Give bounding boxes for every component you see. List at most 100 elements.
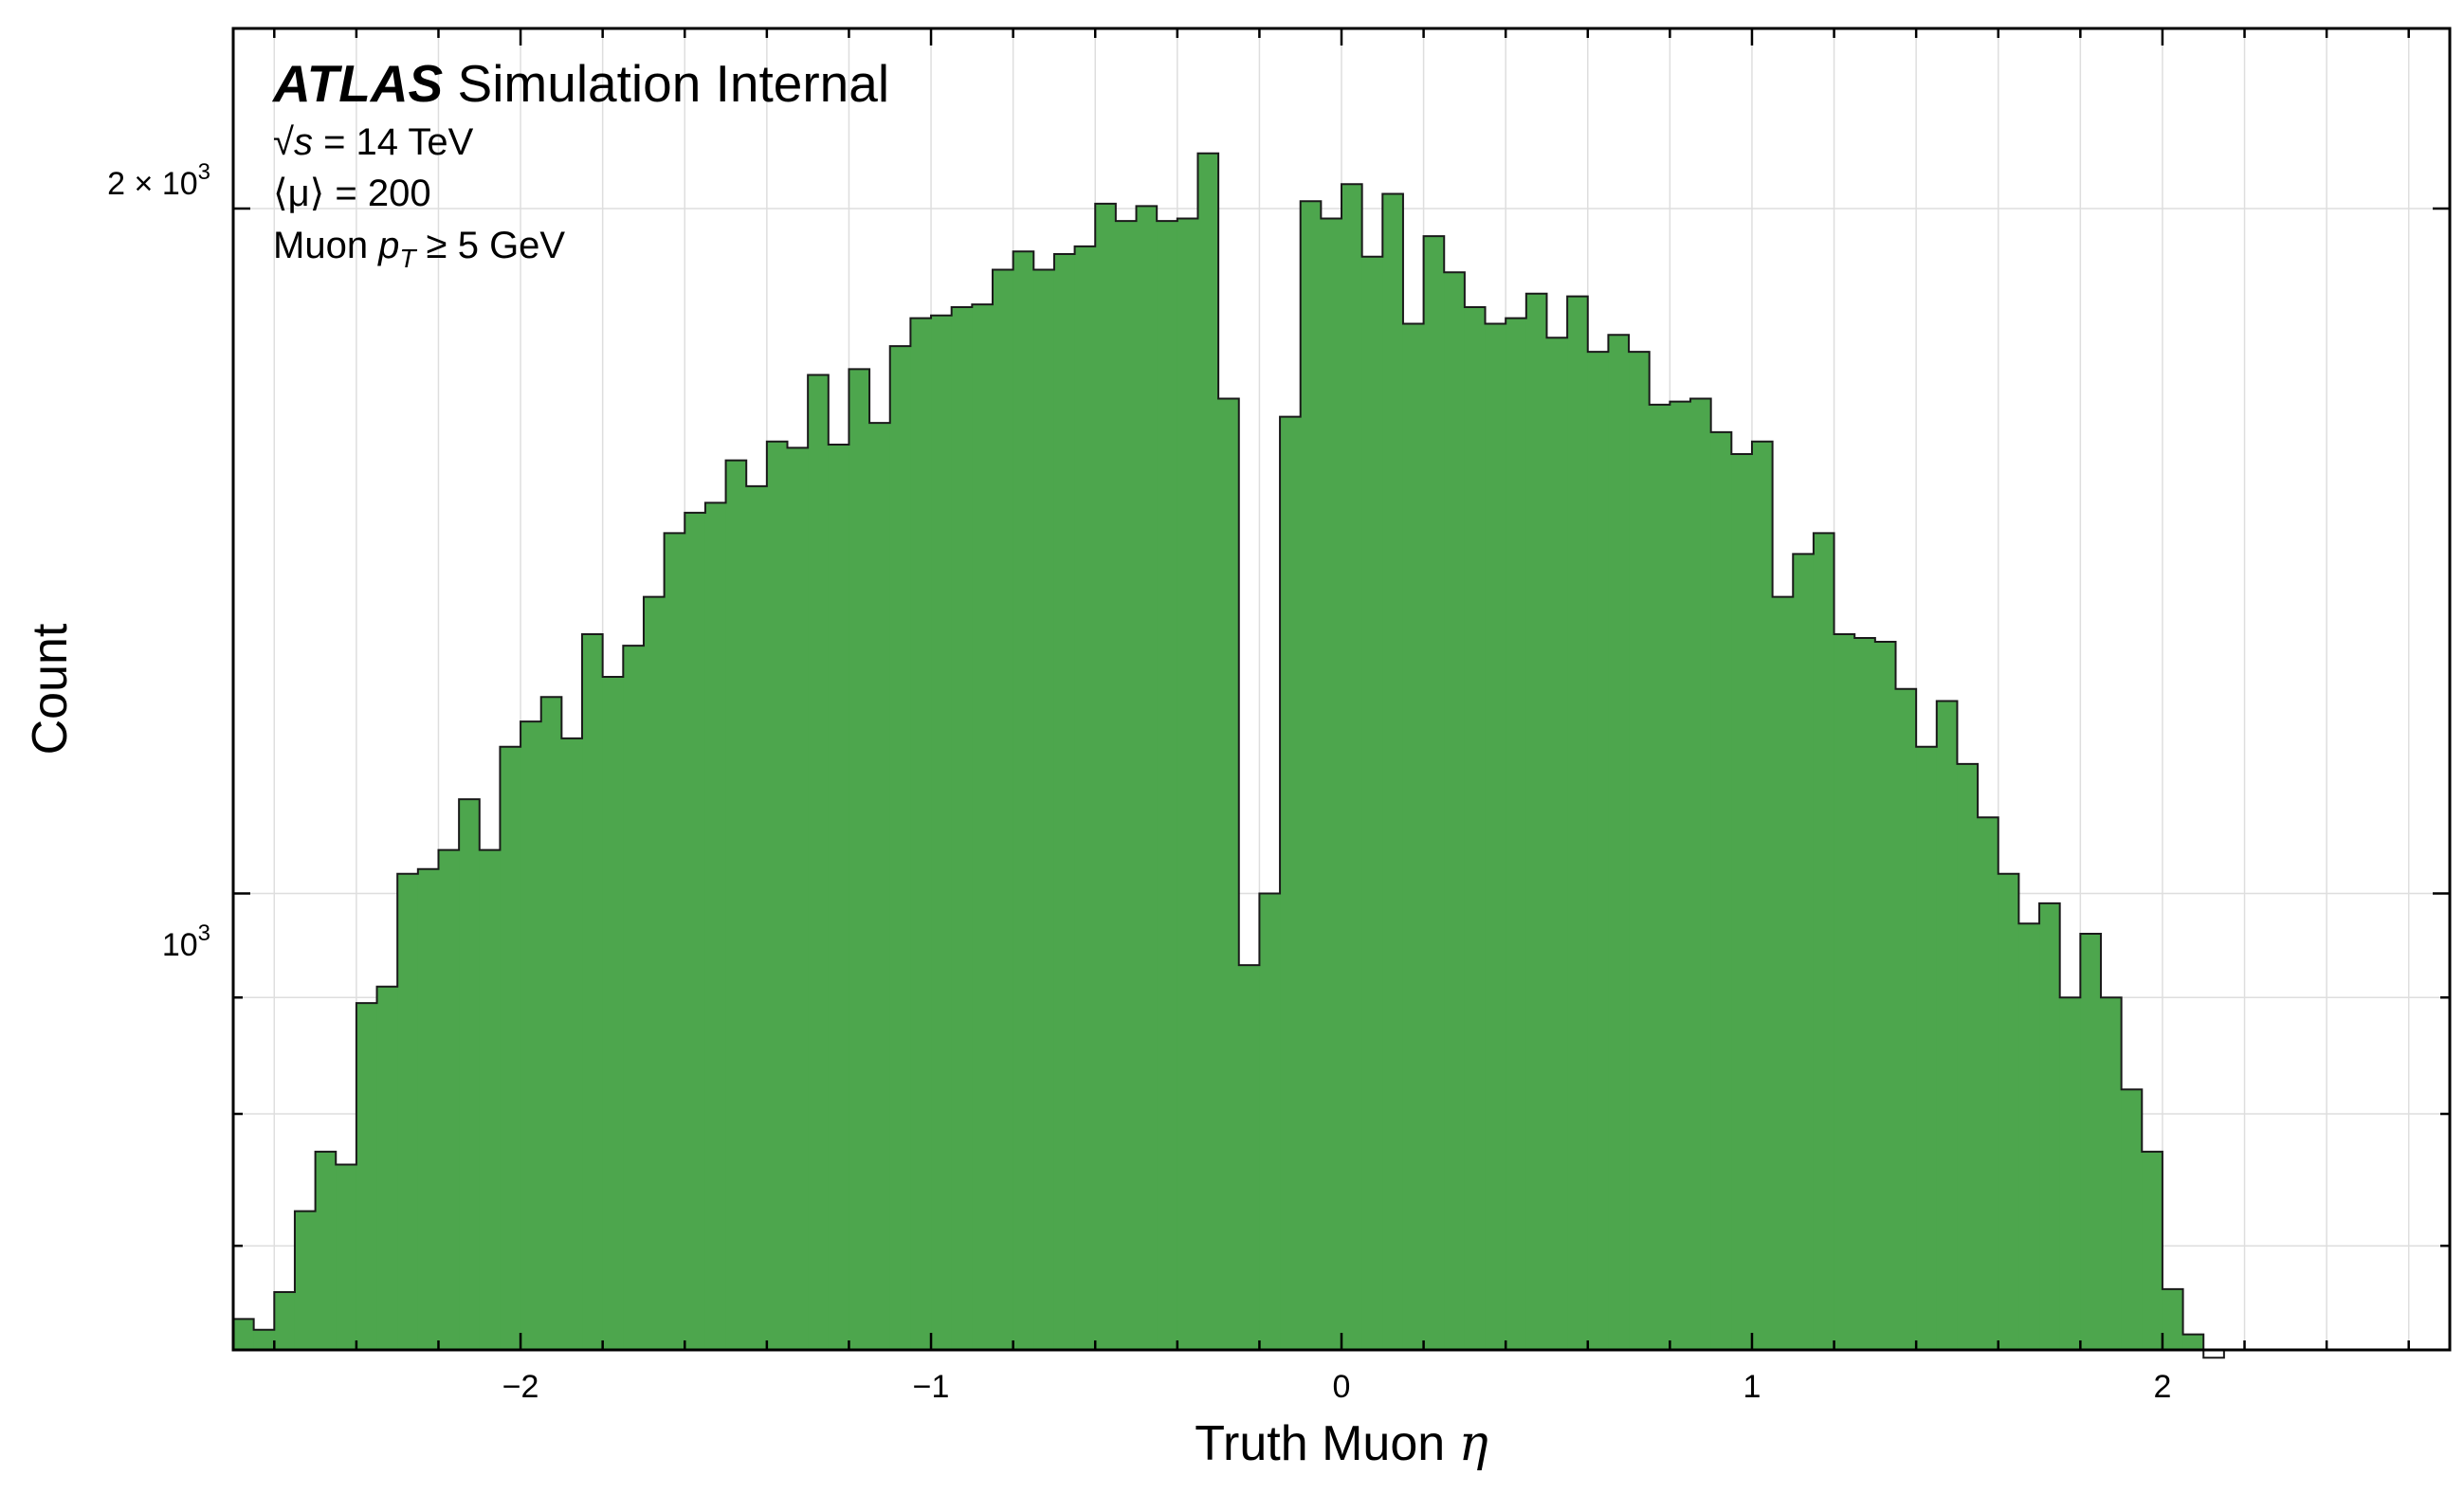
histogram-bar	[1486, 323, 1506, 1350]
histogram-bar	[1116, 221, 1137, 1350]
histogram-bar	[1629, 352, 1650, 1350]
histogram-bar	[1814, 533, 1834, 1350]
histogram-bar	[767, 442, 788, 1350]
histogram-bar	[1506, 319, 1526, 1350]
energy-label: √s = 14 TeV	[273, 121, 474, 163]
histogram-bar	[1465, 307, 1486, 1350]
histogram-bar	[1916, 747, 1937, 1350]
histogram-bar	[1711, 432, 1732, 1350]
histogram-bar	[890, 346, 911, 1350]
histogram-bar	[1137, 206, 1158, 1350]
histogram-bar	[541, 697, 562, 1350]
muon-pt-cut-label: Muon pT ≥ 5 GeV	[273, 225, 565, 273]
histogram-bar	[1362, 257, 1383, 1350]
histogram-bar	[1650, 405, 1670, 1350]
histogram-bar	[561, 738, 582, 1350]
histogram-bar	[1280, 417, 1301, 1350]
histogram-bar	[1731, 454, 1752, 1350]
histogram-bar	[1526, 294, 1547, 1350]
histogram-bar	[1773, 597, 1794, 1350]
histogram-bar	[1321, 218, 1342, 1350]
histogram-bar	[829, 445, 849, 1350]
x-tick-label: 1	[1743, 1369, 1761, 1405]
histogram-bar	[1875, 642, 1896, 1350]
histogram-bar	[808, 375, 829, 1350]
histogram-bar	[2039, 903, 2060, 1350]
y-tick-label-1000: 103	[162, 920, 210, 963]
histogram-bar	[480, 850, 501, 1350]
histogram-bar	[931, 316, 952, 1350]
histogram-bar	[788, 447, 809, 1350]
histogram-bar	[952, 307, 973, 1350]
histogram-bar	[1567, 297, 1588, 1350]
atlas-label: ATLAS Simulation Internal	[271, 54, 889, 113]
histogram-bar	[1834, 634, 1855, 1350]
histogram-bar	[849, 369, 869, 1350]
histogram-bar	[582, 634, 603, 1350]
histogram-bar	[316, 1152, 337, 1350]
x-tick-label: 2	[2153, 1369, 2171, 1405]
histogram-bar	[1588, 352, 1609, 1350]
histogram-bar	[1382, 194, 1403, 1350]
histogram-bar	[418, 869, 439, 1350]
y-tick-label-2000: 2 × 103	[107, 159, 210, 202]
histogram-bar	[1957, 764, 1978, 1350]
histogram-bar	[1342, 184, 1362, 1350]
histogram-bar	[233, 1319, 254, 1350]
histogram-bar	[1752, 442, 1773, 1350]
histogram-bar	[500, 747, 520, 1350]
histogram-bar	[2183, 1335, 2204, 1350]
histogram-bar	[1075, 246, 1096, 1350]
histogram-bar	[1033, 270, 1054, 1350]
histogram-bar	[1424, 236, 1445, 1350]
histogram-bar	[726, 461, 747, 1350]
histogram-bar	[1793, 554, 1814, 1350]
annotation-block: ATLAS Simulation Internal √s = 14 TeV ⟨μ…	[271, 54, 889, 273]
histogram-bar	[869, 423, 890, 1350]
histogram-bar	[1937, 701, 1958, 1350]
histogram-bar	[1177, 218, 1198, 1350]
histogram-bar	[1403, 323, 1424, 1350]
histogram-bar	[1095, 204, 1116, 1350]
histogram-bar	[2080, 934, 2101, 1350]
histogram-bar	[254, 1330, 275, 1350]
histogram-bar	[1197, 154, 1218, 1350]
histogram-bar	[746, 486, 767, 1350]
histogram-bar	[644, 597, 665, 1350]
histogram-bar	[2018, 923, 2039, 1350]
histogram-bar	[1444, 272, 1465, 1350]
x-tick-labels: −2 −1 0 1 2	[502, 1369, 2172, 1405]
histogram-bar	[972, 304, 993, 1350]
histogram-bar	[2163, 1289, 2183, 1350]
histogram-bar	[336, 1164, 356, 1350]
histogram-bar	[459, 799, 480, 1350]
histogram-bar	[2142, 1152, 2163, 1350]
histogram-bar	[2122, 1089, 2143, 1350]
histogram-bar	[1546, 337, 1567, 1350]
histogram-bar	[1896, 689, 1917, 1350]
histogram-bar	[910, 319, 931, 1350]
x-axis-label: Truth Muon η	[1195, 1415, 1488, 1472]
histogram-bar	[1670, 402, 1690, 1350]
y-axis-label: Count	[23, 623, 78, 755]
y-tick-labels: 103 2 × 103	[107, 159, 210, 963]
histogram-bar	[377, 987, 398, 1350]
histogram-bar	[438, 850, 459, 1350]
x-tick-label: −2	[502, 1369, 539, 1405]
histogram-bar	[520, 721, 541, 1350]
histogram-bars	[233, 154, 2224, 1358]
histogram-bar	[1854, 638, 1875, 1350]
pileup-label: ⟨μ⟩ = 200	[273, 173, 431, 214]
histogram-bar	[274, 1292, 295, 1350]
histogram-bar	[1013, 251, 1034, 1350]
histogram-bar	[356, 1003, 377, 1350]
histogram-bar	[2101, 997, 2122, 1350]
histogram-bar	[2060, 997, 2081, 1350]
histogram-bar	[1690, 399, 1711, 1350]
histogram-bar	[1239, 965, 1260, 1350]
histogram-bar	[684, 513, 705, 1350]
histogram-bar	[1259, 893, 1280, 1350]
histogram-bar	[1999, 874, 2019, 1350]
histogram-bar	[1978, 817, 1999, 1350]
